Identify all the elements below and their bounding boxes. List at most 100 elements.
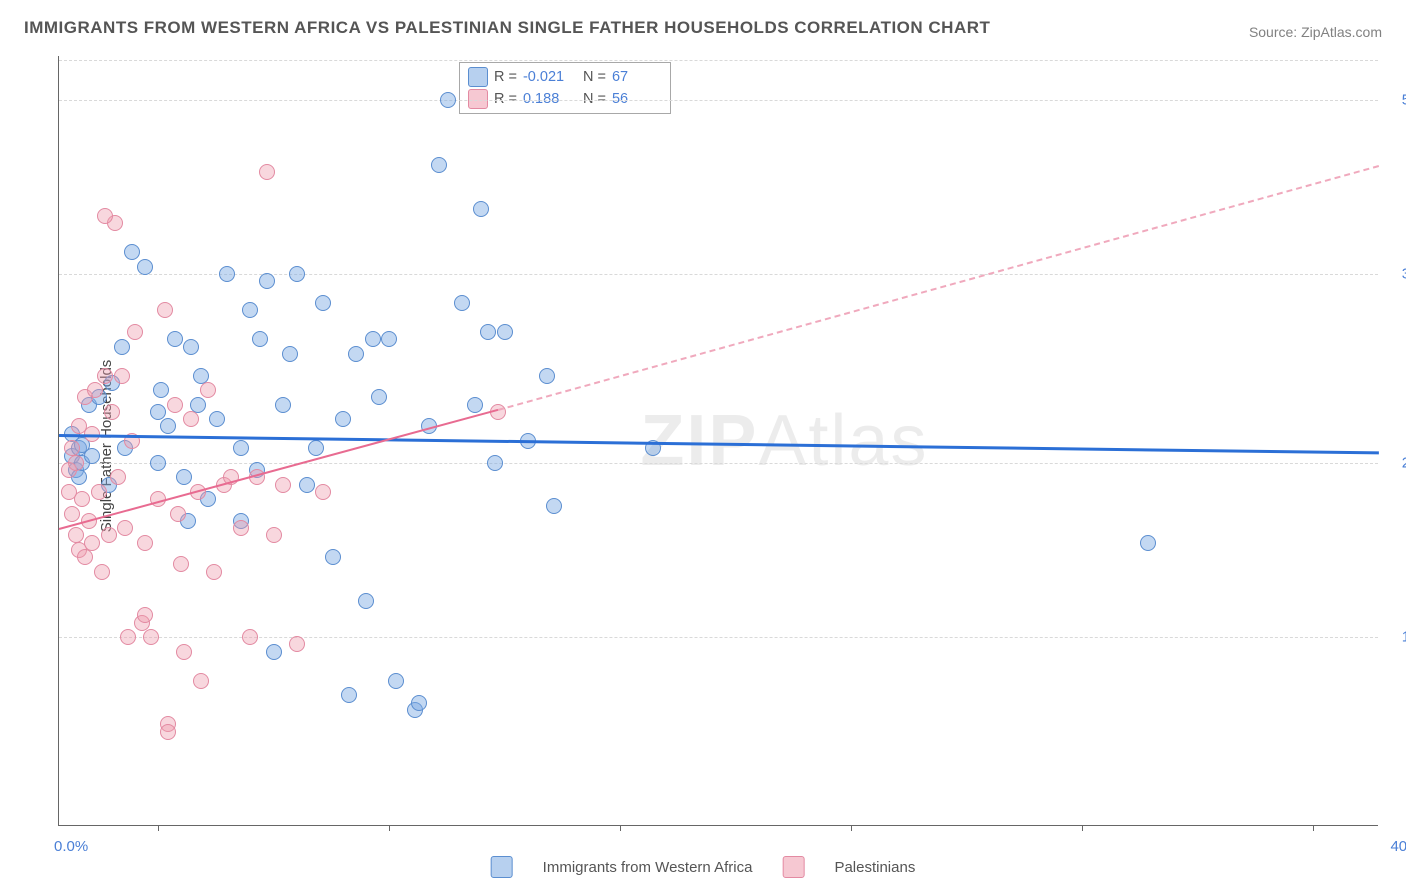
y-tick-label: 1.3% (1386, 629, 1406, 646)
point-series-2 (183, 411, 199, 427)
point-series-2 (64, 506, 80, 522)
legend-row-series-1: R = -0.021 N = 67 (468, 66, 662, 88)
x-axis-max-label: 40.0% (1390, 838, 1406, 855)
value-r-1: -0.021 (523, 66, 573, 88)
point-series-2 (200, 382, 216, 398)
point-series-2 (68, 455, 84, 471)
point-series-2 (77, 549, 93, 565)
point-series-1 (308, 440, 324, 456)
point-series-2 (120, 629, 136, 645)
trend-line (498, 165, 1380, 411)
point-series-1 (480, 324, 496, 340)
point-series-1 (209, 411, 225, 427)
point-series-1 (467, 397, 483, 413)
point-series-2 (127, 324, 143, 340)
point-series-2 (87, 382, 103, 398)
point-series-1 (365, 331, 381, 347)
point-series-2 (117, 520, 133, 536)
point-series-2 (167, 397, 183, 413)
y-tick-label: 5.0% (1386, 91, 1406, 108)
gridline (59, 60, 1378, 61)
point-series-2 (101, 527, 117, 543)
point-series-1 (335, 411, 351, 427)
point-series-2 (233, 520, 249, 536)
point-series-2 (74, 491, 90, 507)
point-series-2 (206, 564, 222, 580)
gridline (59, 100, 1378, 101)
point-series-1 (371, 389, 387, 405)
point-series-2 (104, 404, 120, 420)
point-series-2 (94, 564, 110, 580)
point-series-2 (160, 724, 176, 740)
point-series-1 (358, 593, 374, 609)
x-axis-min-label: 0.0% (54, 838, 88, 855)
source-attribution: Source: ZipAtlas.com (1249, 24, 1382, 40)
legend-label-2: Palestinians (834, 859, 915, 876)
trend-line (59, 434, 1379, 454)
swatch-blue (468, 67, 488, 87)
point-series-1 (282, 346, 298, 362)
point-series-1 (176, 469, 192, 485)
point-series-2 (266, 527, 282, 543)
watermark-thin: Atlas (758, 401, 928, 481)
point-series-1 (546, 498, 562, 514)
x-tick (620, 825, 621, 831)
point-series-1 (153, 382, 169, 398)
x-tick (1313, 825, 1314, 831)
y-tick-label: 2.5% (1386, 454, 1406, 471)
point-series-1 (348, 346, 364, 362)
scatter-plot-area: ZIPAtlas R = -0.021 N = 67 R = 0.188 N =… (58, 56, 1378, 826)
point-series-1 (299, 477, 315, 493)
point-series-2 (275, 477, 291, 493)
point-series-1 (219, 266, 235, 282)
point-series-2 (68, 527, 84, 543)
point-series-2 (193, 673, 209, 689)
point-series-2 (137, 607, 153, 623)
point-series-1 (259, 273, 275, 289)
x-tick (389, 825, 390, 831)
point-series-2 (64, 440, 80, 456)
label-r: R = (494, 66, 517, 88)
point-series-1 (431, 157, 447, 173)
point-series-2 (170, 506, 186, 522)
y-tick-label: 3.8% (1386, 265, 1406, 282)
point-series-1 (411, 695, 427, 711)
legend-label-1: Immigrants from Western Africa (543, 859, 753, 876)
point-series-2 (173, 556, 189, 572)
swatch-pink (782, 856, 804, 878)
point-series-1 (183, 339, 199, 355)
point-series-1 (289, 266, 305, 282)
point-series-1 (252, 331, 268, 347)
point-series-2 (114, 368, 130, 384)
point-series-2 (289, 636, 305, 652)
x-tick (851, 825, 852, 831)
point-series-1 (150, 455, 166, 471)
x-tick (158, 825, 159, 831)
point-series-1 (266, 644, 282, 660)
point-series-1 (497, 324, 513, 340)
point-series-2 (315, 484, 331, 500)
point-series-2 (84, 535, 100, 551)
point-series-2 (176, 644, 192, 660)
point-series-1 (381, 331, 397, 347)
point-series-1 (150, 404, 166, 420)
value-n-1: 67 (612, 66, 662, 88)
chart-title: IMMIGRANTS FROM WESTERN AFRICA VS PALEST… (24, 18, 990, 38)
point-series-1 (233, 440, 249, 456)
point-series-2 (143, 629, 159, 645)
point-series-1 (440, 92, 456, 108)
point-series-1 (124, 244, 140, 260)
swatch-blue (491, 856, 513, 878)
point-series-1 (473, 201, 489, 217)
point-series-2 (259, 164, 275, 180)
point-series-2 (137, 535, 153, 551)
series-legend: Immigrants from Western Africa Palestini… (485, 856, 922, 878)
point-series-1 (388, 673, 404, 689)
point-series-1 (1140, 535, 1156, 551)
point-series-1 (84, 448, 100, 464)
point-series-1 (242, 302, 258, 318)
point-series-2 (110, 469, 126, 485)
point-series-1 (341, 687, 357, 703)
point-series-1 (114, 339, 130, 355)
point-series-2 (242, 629, 258, 645)
